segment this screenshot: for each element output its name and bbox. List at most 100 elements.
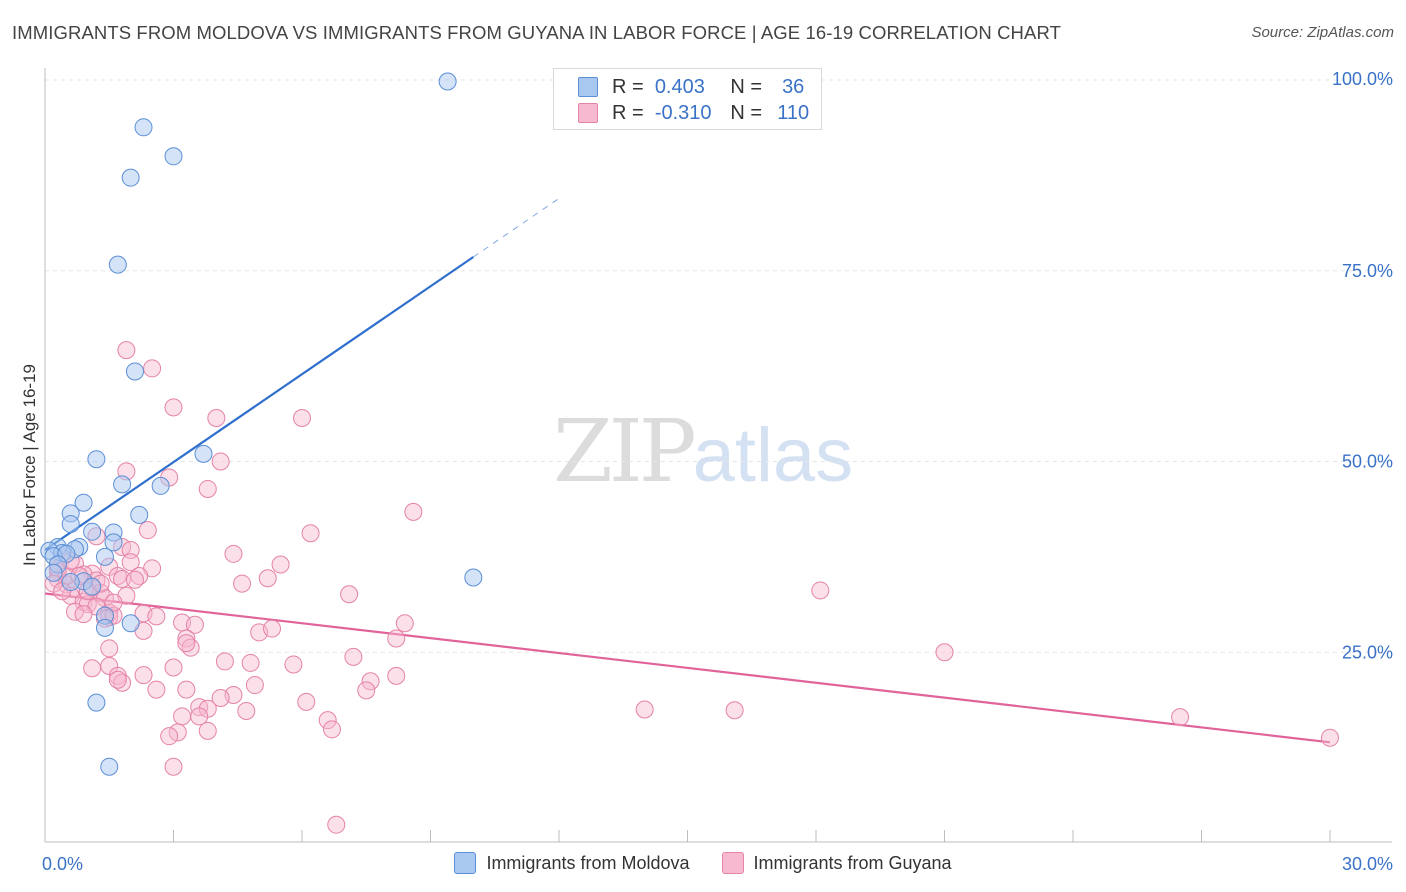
guyana-point — [297, 692, 316, 711]
moldova-point — [151, 476, 170, 495]
guyana-point — [211, 689, 230, 708]
guyana-point — [635, 700, 654, 719]
guyana-point — [935, 643, 954, 662]
guyana-point — [207, 409, 226, 428]
guyana-point — [138, 521, 157, 540]
legend-r-label: R = — [612, 75, 644, 98]
moldova-point — [113, 475, 132, 494]
moldova-point — [108, 255, 127, 274]
gridlines — [45, 79, 1390, 653]
legend-row-guyana: R = -0.310 N = 110 — [554, 100, 813, 126]
guyana-point — [811, 581, 830, 600]
legend-r-value: 0.403 — [654, 75, 705, 98]
legend-row-moldova: R = 0.403 N = 36 — [554, 74, 813, 100]
guyana-point — [125, 570, 144, 589]
moldova-point — [61, 515, 80, 534]
y-axis-label: In Labor Force | Age 16-19 — [20, 364, 39, 566]
y-tick-label: 100.0% — [1332, 69, 1393, 89]
moldova-point — [74, 493, 93, 512]
guyana-point — [177, 629, 196, 648]
legend-n-value: 36 — [782, 75, 805, 98]
guyana-point — [404, 502, 423, 521]
guyana-point — [83, 659, 102, 678]
moldova-point — [125, 362, 144, 381]
moldova-trendline — [44, 256, 474, 551]
guyana-point — [271, 555, 290, 574]
moldova-point — [194, 444, 213, 463]
series-label-moldova: Immigrants from Moldova — [486, 852, 690, 873]
series-legend-guyana[interactable]: Immigrants from Guyana — [721, 852, 952, 874]
moldova-point — [87, 693, 106, 712]
guyana-point — [293, 409, 311, 428]
y-tick-label: 50.0% — [1342, 452, 1393, 472]
guyana-point — [1321, 728, 1339, 747]
axes — [44, 68, 1392, 843]
moldova-point — [134, 118, 153, 137]
guyana-point — [147, 607, 166, 626]
guyana-point — [108, 670, 127, 689]
x-tick-label: 30.0% — [1342, 854, 1393, 874]
guyana-point — [1171, 708, 1190, 727]
moldova-point — [130, 505, 149, 524]
series-legend: Immigrants from Moldova Immigrants from … — [0, 852, 1406, 874]
guyana-trendline-group — [44, 592, 1331, 744]
moldova-trendline-group — [44, 198, 560, 551]
guyana-point — [100, 639, 119, 658]
guyana-point — [164, 658, 183, 677]
moldova-point — [100, 757, 119, 776]
moldova-point — [61, 573, 80, 592]
guyana-point — [121, 553, 140, 572]
series-legend-moldova[interactable]: Immigrants from Moldova — [454, 852, 690, 874]
guyana-point — [361, 672, 380, 691]
moldova-point — [121, 614, 140, 633]
guyana-point — [198, 479, 217, 498]
guyana-point — [263, 619, 282, 638]
y-tick-label: 25.0% — [1342, 642, 1393, 662]
guyana-point — [344, 647, 363, 666]
guyana-point — [233, 574, 252, 593]
guyana-point — [74, 605, 93, 624]
correlation-legend: R = 0.403 N = 36 R = -0.310 N = 110 — [553, 68, 822, 130]
x-tick-label: 0.0% — [42, 854, 83, 874]
guyana-point — [198, 721, 217, 740]
guyana-point — [168, 723, 187, 742]
moldova-point — [95, 618, 114, 637]
series-label-guyana: Immigrants from Guyana — [753, 852, 952, 873]
guyana-point — [211, 452, 230, 471]
guyana-point — [395, 614, 414, 633]
guyana-point — [725, 701, 744, 720]
guyana-point — [258, 569, 277, 588]
guyana-point — [245, 676, 264, 695]
guyana-point — [190, 707, 209, 726]
tick-labels: 25.0% 50.0% 75.0% 100.0% 0.0% 30.0% — [42, 69, 1393, 874]
moldova-point — [44, 563, 63, 582]
watermark: ZIPatlas — [553, 402, 853, 502]
moldova-points — [40, 72, 483, 776]
moldova-point — [83, 522, 102, 541]
legend-r-value: -0.310 — [654, 101, 712, 124]
guyana-point — [173, 707, 192, 726]
series-swatch-moldova — [454, 852, 477, 874]
guyana-point — [185, 615, 204, 634]
guyana-point — [113, 570, 132, 589]
guyana-point — [387, 666, 406, 685]
guyana-point — [117, 341, 136, 360]
legend-r-label: R = — [612, 101, 644, 124]
moldova-point — [121, 168, 140, 187]
moldova-point — [83, 577, 102, 596]
guyana-point — [177, 634, 196, 653]
guyana-point — [164, 757, 183, 776]
guyana-point — [177, 680, 196, 699]
moldova-trendline-extension — [473, 198, 560, 258]
guyana-point — [301, 524, 320, 543]
moldova-point — [164, 147, 183, 166]
guyana-point — [224, 544, 243, 563]
guyana-point — [134, 666, 153, 685]
guyana-point — [327, 815, 346, 834]
guyana-point — [322, 720, 341, 739]
guyana-point — [387, 629, 406, 648]
guyana-trendline — [44, 592, 1331, 744]
legend-n-label: N = — [730, 101, 763, 124]
moldova-point — [87, 450, 106, 469]
